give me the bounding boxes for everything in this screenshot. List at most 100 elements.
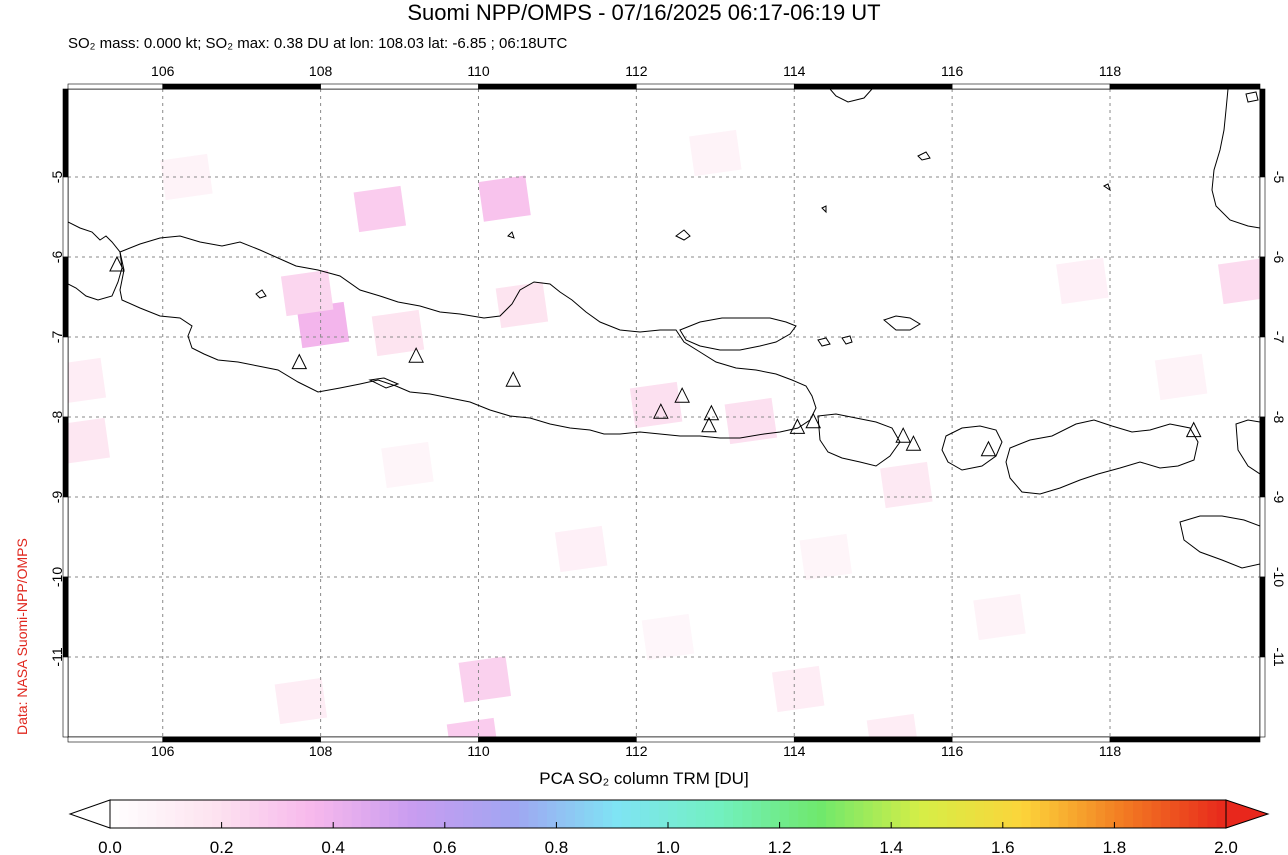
lon-tick-label-top: 108 (309, 63, 333, 79)
colorbar-segment (807, 800, 818, 828)
frame-segment-left (62, 176, 69, 258)
colorbar-segment (1021, 800, 1032, 828)
frame-segment-right (1259, 496, 1266, 578)
colorbar-segment (379, 800, 390, 828)
colorbar-segment (1123, 800, 1134, 828)
colorbar-segment (314, 800, 325, 828)
colorbar-segment (147, 800, 158, 828)
volcano-icon (408, 347, 424, 363)
frame-segment-bottom (162, 736, 321, 743)
colorbar-segment (640, 800, 650, 828)
colorbar-segment (556, 800, 567, 828)
colorbar-tick-label: 0.2 (210, 838, 234, 855)
colorbar-segment (695, 800, 706, 828)
so2-cell (280, 269, 334, 317)
colorbar-segment (742, 800, 753, 828)
colorbar-segment (1170, 800, 1181, 828)
colorbar-segment (463, 800, 474, 828)
colorbar-segment (872, 800, 883, 828)
lon-tick-label-bottom: 106 (151, 743, 175, 759)
lat-tick-label-left: -6 (49, 251, 65, 264)
coast-islets-east (817, 335, 853, 347)
colorbar-segment (705, 800, 716, 828)
colorbar-segment (909, 800, 920, 828)
colorbar-segment (407, 800, 418, 828)
frame-segment-bottom (478, 736, 637, 743)
colorbar-segment (770, 800, 781, 828)
colorbar-segment (984, 800, 995, 828)
so2-cell (1217, 257, 1260, 305)
colorbar-segment (370, 800, 381, 828)
volcano-icon (1185, 421, 1202, 438)
lon-tick-label-bottom: 110 (467, 743, 490, 759)
coast-bawean (675, 229, 691, 241)
volcano-icon (895, 427, 911, 443)
colorbar-segment (547, 800, 557, 828)
colorbar-segment (175, 800, 185, 828)
lat-tick-label-right: -10 (1271, 567, 1287, 587)
colorbar-segment (1002, 800, 1013, 828)
volcano-icon (653, 403, 669, 419)
so2-cell (641, 613, 695, 661)
colorbar-segment (193, 800, 204, 828)
colorbar-segment (714, 800, 725, 828)
volcano-icon (701, 416, 717, 433)
colorbar-segment (974, 800, 985, 828)
frame-segment-right (1259, 416, 1266, 498)
lat-tick-label-left: -5 (49, 171, 65, 184)
colorbar-tick-label: 0.6 (433, 838, 457, 855)
frame-segment-left (62, 656, 69, 738)
frame-segment-top (67, 83, 164, 90)
colorbar-segment (751, 800, 762, 828)
colorbar-segment (286, 800, 297, 828)
coast-kangean (882, 315, 921, 331)
colorbar-segment (575, 800, 585, 828)
colorbar-segment (593, 800, 604, 828)
colorbar-segment (779, 800, 790, 828)
colorbar-tick-label: 0.0 (98, 838, 122, 855)
so2-cell (724, 397, 778, 445)
colorbar-tick-label: 2.0 (1214, 838, 1238, 855)
lon-tick-label-top: 110 (467, 63, 490, 79)
lat-tick-label-right: -6 (1271, 251, 1287, 264)
so2-cell (446, 717, 500, 737)
colorbar-segment (500, 800, 511, 828)
colorbar-segment (519, 800, 530, 828)
so2-cell (880, 461, 933, 509)
so2-cell (495, 281, 549, 329)
frame-segment-bottom (951, 736, 1111, 743)
lat-tick-label-left: -10 (49, 567, 65, 587)
colorbar-segment (584, 800, 595, 828)
map-title: Suomi NPP/OMPS - 07/16/2025 06:17-06:19 … (407, 0, 881, 25)
colorbar-segment (472, 800, 483, 828)
lon-tick-label-top: 112 (625, 63, 648, 79)
colorbar-segment (1095, 800, 1106, 828)
lat-tick-label-right: -8 (1271, 411, 1287, 424)
frame-segment-bottom (793, 736, 953, 743)
colorbar-segment (1114, 800, 1125, 828)
so2-cell (478, 175, 531, 222)
map-frame (62, 83, 1266, 743)
colorbar-segment (630, 800, 641, 828)
colorbar-segment (203, 800, 213, 828)
coast-flores (1235, 419, 1260, 475)
volcano-icon (291, 353, 308, 370)
frame-segment-left (62, 256, 69, 338)
colorbar-segment (528, 800, 539, 828)
colorbar-segment (947, 800, 957, 828)
frame-segment-left (62, 336, 69, 418)
colorbar-segment (761, 800, 771, 828)
colorbar-segment (240, 800, 251, 828)
so2-cell (68, 357, 107, 405)
colorbar-segment (1077, 800, 1088, 828)
colorbar-segment (723, 800, 734, 828)
frame-segment-right (1259, 656, 1266, 738)
colorbar-tick-label: 1.4 (879, 838, 903, 855)
colorbar-segment (1012, 800, 1022, 828)
volcano-icon (905, 435, 922, 451)
frame-segment-right (1259, 88, 1266, 178)
colorbar-segment (1058, 800, 1069, 828)
lat-tick-label-right: -11 (1271, 647, 1287, 666)
so2-cell (381, 441, 434, 489)
